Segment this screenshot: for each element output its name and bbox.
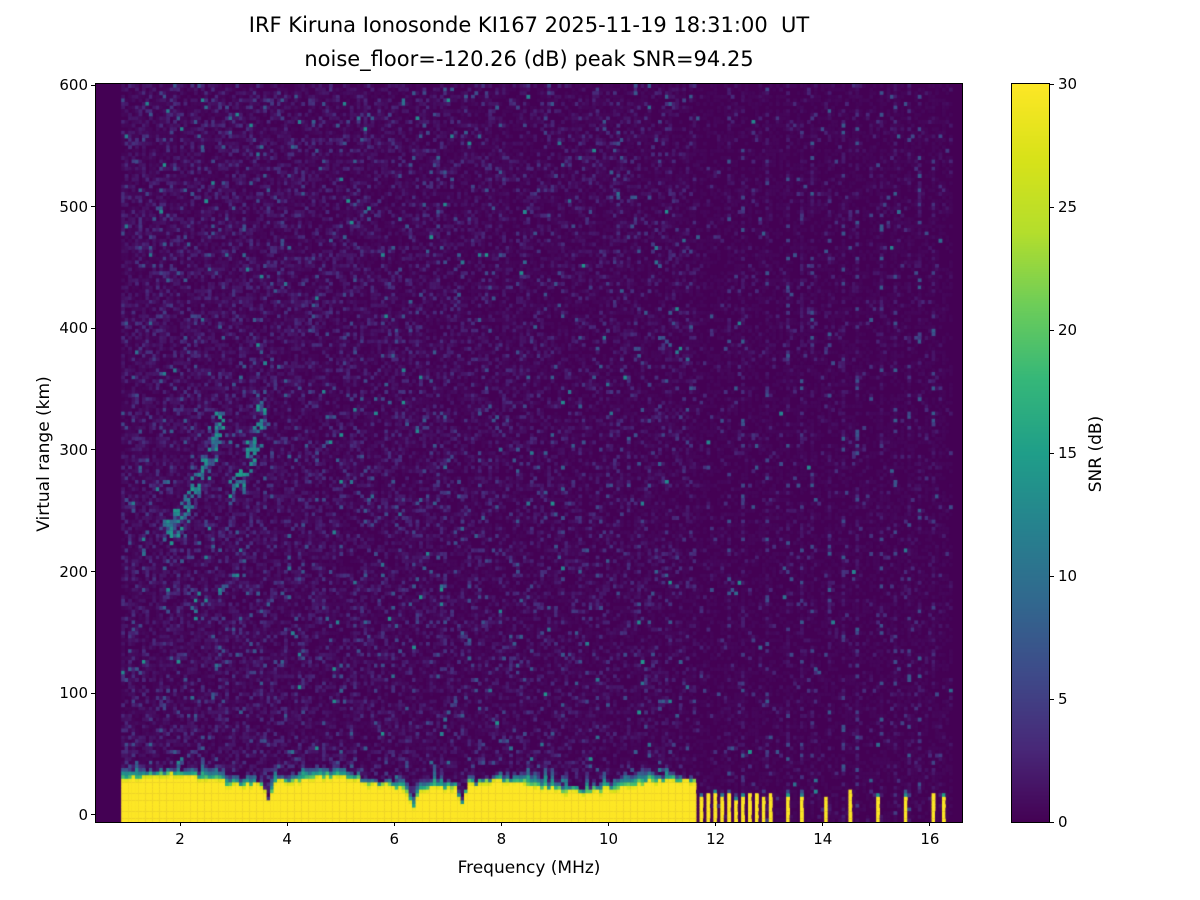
- y-tick-mark: [91, 814, 95, 816]
- colorbar-tick-label: 5: [1058, 690, 1068, 708]
- x-tick-label: 4: [282, 830, 292, 848]
- x-tick-label: 14: [813, 830, 833, 848]
- x-tick-label: 16: [920, 830, 940, 848]
- colorbar-tick-mark: [1050, 83, 1054, 85]
- colorbar-tick-label: 20: [1058, 321, 1078, 339]
- x-tick-label: 8: [496, 830, 507, 848]
- x-axis-label: Frequency (MHz): [457, 858, 601, 878]
- colorbar-tick-mark: [1050, 452, 1054, 454]
- x-tick-mark: [286, 822, 288, 826]
- x-tick-label: 2: [175, 830, 185, 848]
- y-tick-mark: [91, 327, 95, 329]
- x-tick-mark: [393, 822, 395, 826]
- chart-title: IRF Kiruna Ionosonde KI167 2025-11-19 18…: [96, 8, 962, 76]
- y-tick-mark: [91, 84, 95, 86]
- colorbar-tick-label: 15: [1058, 444, 1078, 462]
- ionogram-heatmap-canvas: [95, 83, 963, 823]
- colorbar-tick-label: 25: [1058, 198, 1078, 216]
- x-tick-label: 6: [389, 830, 400, 848]
- x-tick-mark: [715, 822, 717, 826]
- y-tick-mark: [91, 449, 95, 451]
- colorbar-tick-mark: [1050, 329, 1054, 331]
- x-tick-mark: [822, 822, 824, 826]
- colorbar-tick-mark: [1050, 698, 1054, 700]
- chart-title-line2: noise_floor=-120.26 (dB) peak SNR=94.25: [304, 47, 754, 71]
- colorbar-tick-mark: [1050, 821, 1054, 823]
- colorbar-tick-label: 30: [1058, 75, 1078, 93]
- x-tick-mark: [500, 822, 502, 826]
- colorbar-tick-mark: [1050, 206, 1054, 208]
- y-tick-label: 200: [59, 562, 88, 581]
- x-tick-label: 10: [598, 830, 619, 848]
- colorbar-gradient: [1011, 83, 1050, 823]
- y-tick-mark: [91, 571, 95, 573]
- chart-title-line1: IRF Kiruna Ionosonde KI167 2025-11-19 18…: [248, 13, 810, 37]
- y-tick-mark: [91, 206, 95, 208]
- colorbar-tick-label: 10: [1058, 567, 1078, 585]
- y-tick-label: 100: [59, 684, 88, 703]
- colorbar-tick-mark: [1050, 575, 1054, 577]
- x-tick-label: 12: [706, 830, 726, 848]
- x-tick-mark: [929, 822, 931, 826]
- x-tick-mark: [179, 822, 181, 826]
- y-tick-label: 500: [59, 197, 88, 216]
- y-tick-label: 600: [59, 76, 88, 95]
- y-tick-label: 300: [59, 440, 88, 459]
- x-tick-mark: [608, 822, 610, 826]
- y-tick-label: 400: [59, 319, 88, 338]
- colorbar-tick-label: 0: [1058, 813, 1068, 831]
- y-tick-label: 0: [78, 805, 88, 824]
- y-tick-mark: [91, 692, 95, 694]
